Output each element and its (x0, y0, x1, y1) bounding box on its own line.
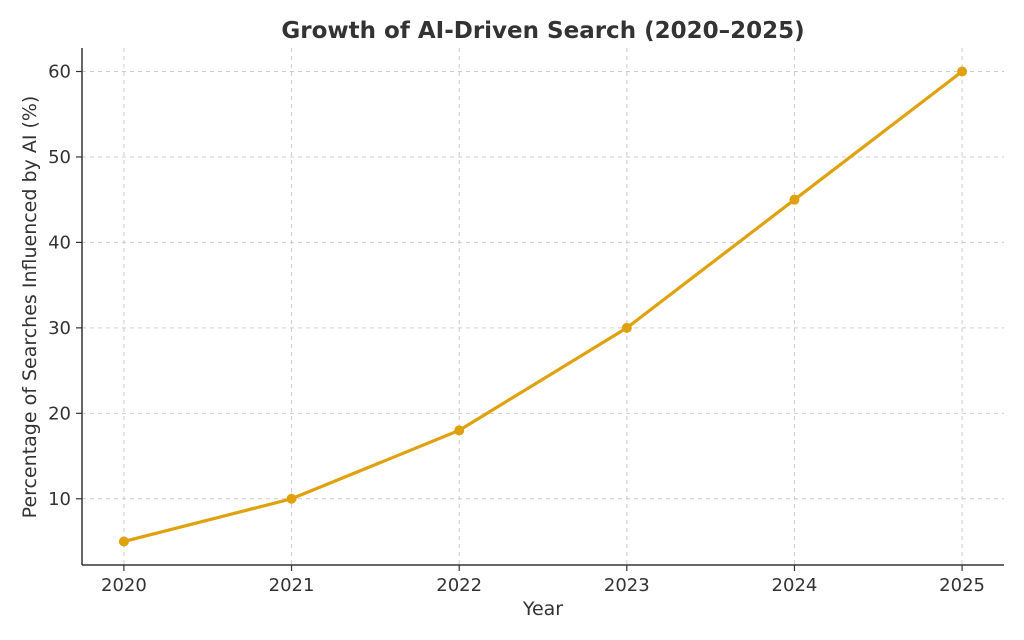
y-tick-label: 20 (48, 403, 71, 424)
y-axis-label: Percentage of Searches Influenced by AI … (19, 96, 41, 519)
x-tick-label: 2021 (269, 575, 315, 596)
data-point (621, 322, 632, 333)
axes (81, 48, 1004, 566)
data-point (454, 425, 465, 436)
series (118, 66, 968, 547)
grid-lines (82, 48, 1004, 565)
x-tick-label: 2024 (772, 575, 818, 596)
y-tick-label: 60 (48, 62, 71, 83)
x-tick-label: 2023 (604, 575, 650, 596)
y-tick-label: 30 (48, 318, 71, 339)
x-tick-label: 2025 (939, 575, 985, 596)
y-tick-label: 10 (48, 489, 71, 510)
y-tick-label: 40 (48, 232, 71, 253)
x-tick-label: 2020 (101, 575, 147, 596)
x-axis-label: Year (522, 598, 563, 620)
data-point (118, 536, 129, 547)
x-tick-label: 2022 (436, 575, 482, 596)
chart-title: Growth of AI-Driven Search (2020–2025) (281, 18, 804, 44)
y-tick-label: 50 (48, 147, 71, 168)
data-point (789, 194, 800, 205)
series-line (122, 69, 964, 544)
ticks: 2020 2021 2022 2023 2024 2025 10 20 30 40 50 60 (48, 62, 985, 597)
data-point (286, 493, 297, 504)
data-point (957, 66, 968, 77)
